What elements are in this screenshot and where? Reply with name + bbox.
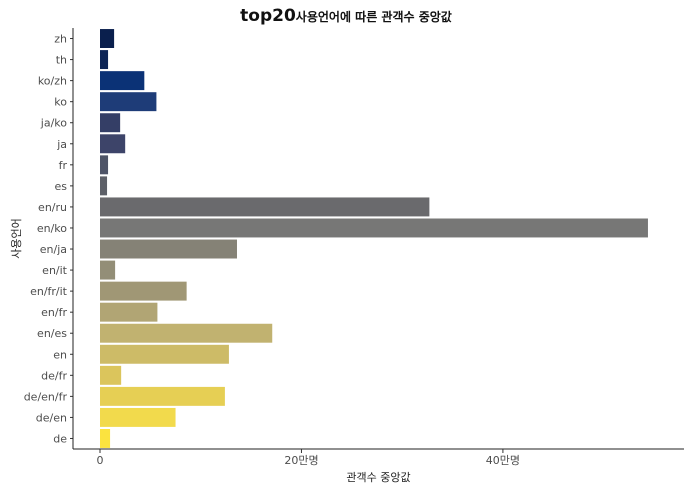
bar-en bbox=[100, 344, 229, 364]
y-tick-label: ko/zh bbox=[38, 75, 67, 88]
chart-title: top20사용언어에 따른 관객수 중앙값 bbox=[0, 6, 692, 26]
bar-en-fr-it bbox=[100, 281, 187, 301]
y-tick-label: th bbox=[56, 54, 67, 67]
y-tick-label: de bbox=[53, 432, 67, 445]
bar-en-fr bbox=[100, 302, 158, 322]
bar-ko bbox=[100, 92, 157, 112]
bar-de-en bbox=[100, 407, 176, 427]
bar-es bbox=[100, 176, 108, 196]
y-tick-label: ko bbox=[54, 96, 67, 109]
chart-title-main: top20 bbox=[240, 6, 296, 26]
y-tick-label: en/it bbox=[42, 264, 68, 277]
bar-ja bbox=[100, 134, 126, 154]
y-tick-label: de/en bbox=[36, 411, 67, 424]
bar-en-es bbox=[100, 323, 273, 343]
bar-de-fr bbox=[100, 365, 122, 385]
chart-title-sub: 사용언어에 따른 관객수 중앙값 bbox=[295, 10, 452, 24]
y-tick-label: es bbox=[55, 180, 68, 193]
bar-ja-ko bbox=[100, 113, 121, 133]
bar-de bbox=[100, 429, 111, 448]
y-axis-title: 사용언어 bbox=[10, 218, 23, 258]
bar-en-ja bbox=[100, 239, 237, 259]
y-tick-label: en/es bbox=[37, 327, 67, 340]
bar-de-en-fr bbox=[100, 386, 225, 406]
bar-en-it bbox=[100, 260, 116, 280]
y-tick-label: ja bbox=[56, 138, 67, 151]
y-tick-label: en/fr/it bbox=[30, 285, 68, 298]
y-tick-label: en/ja bbox=[40, 243, 67, 256]
y-tick-label: zh bbox=[54, 33, 67, 46]
x-axis-title: 관객수 중앙값 bbox=[346, 471, 410, 484]
y-tick-label: ja/ko bbox=[40, 117, 67, 130]
bar-ko-zh bbox=[100, 71, 145, 91]
bar-th bbox=[100, 50, 109, 70]
y-tick-label: en/ko bbox=[37, 222, 67, 235]
bar-en-ru bbox=[100, 197, 430, 217]
x-tick-label: 40만명 bbox=[486, 454, 520, 467]
bar-en-ko bbox=[100, 218, 648, 238]
x-tick-label: 0 bbox=[97, 454, 104, 467]
x-tick-label: 20만명 bbox=[284, 454, 318, 467]
y-tick-label: de/en/fr bbox=[24, 390, 68, 403]
bar-fr bbox=[100, 155, 109, 175]
y-tick-label: en/fr bbox=[41, 306, 67, 319]
bar-zh bbox=[100, 29, 115, 48]
y-tick-label: de/fr bbox=[41, 369, 67, 382]
y-tick-label: en/ru bbox=[38, 201, 67, 214]
y-tick-label: en bbox=[53, 348, 67, 361]
y-tick-label: fr bbox=[59, 159, 68, 172]
